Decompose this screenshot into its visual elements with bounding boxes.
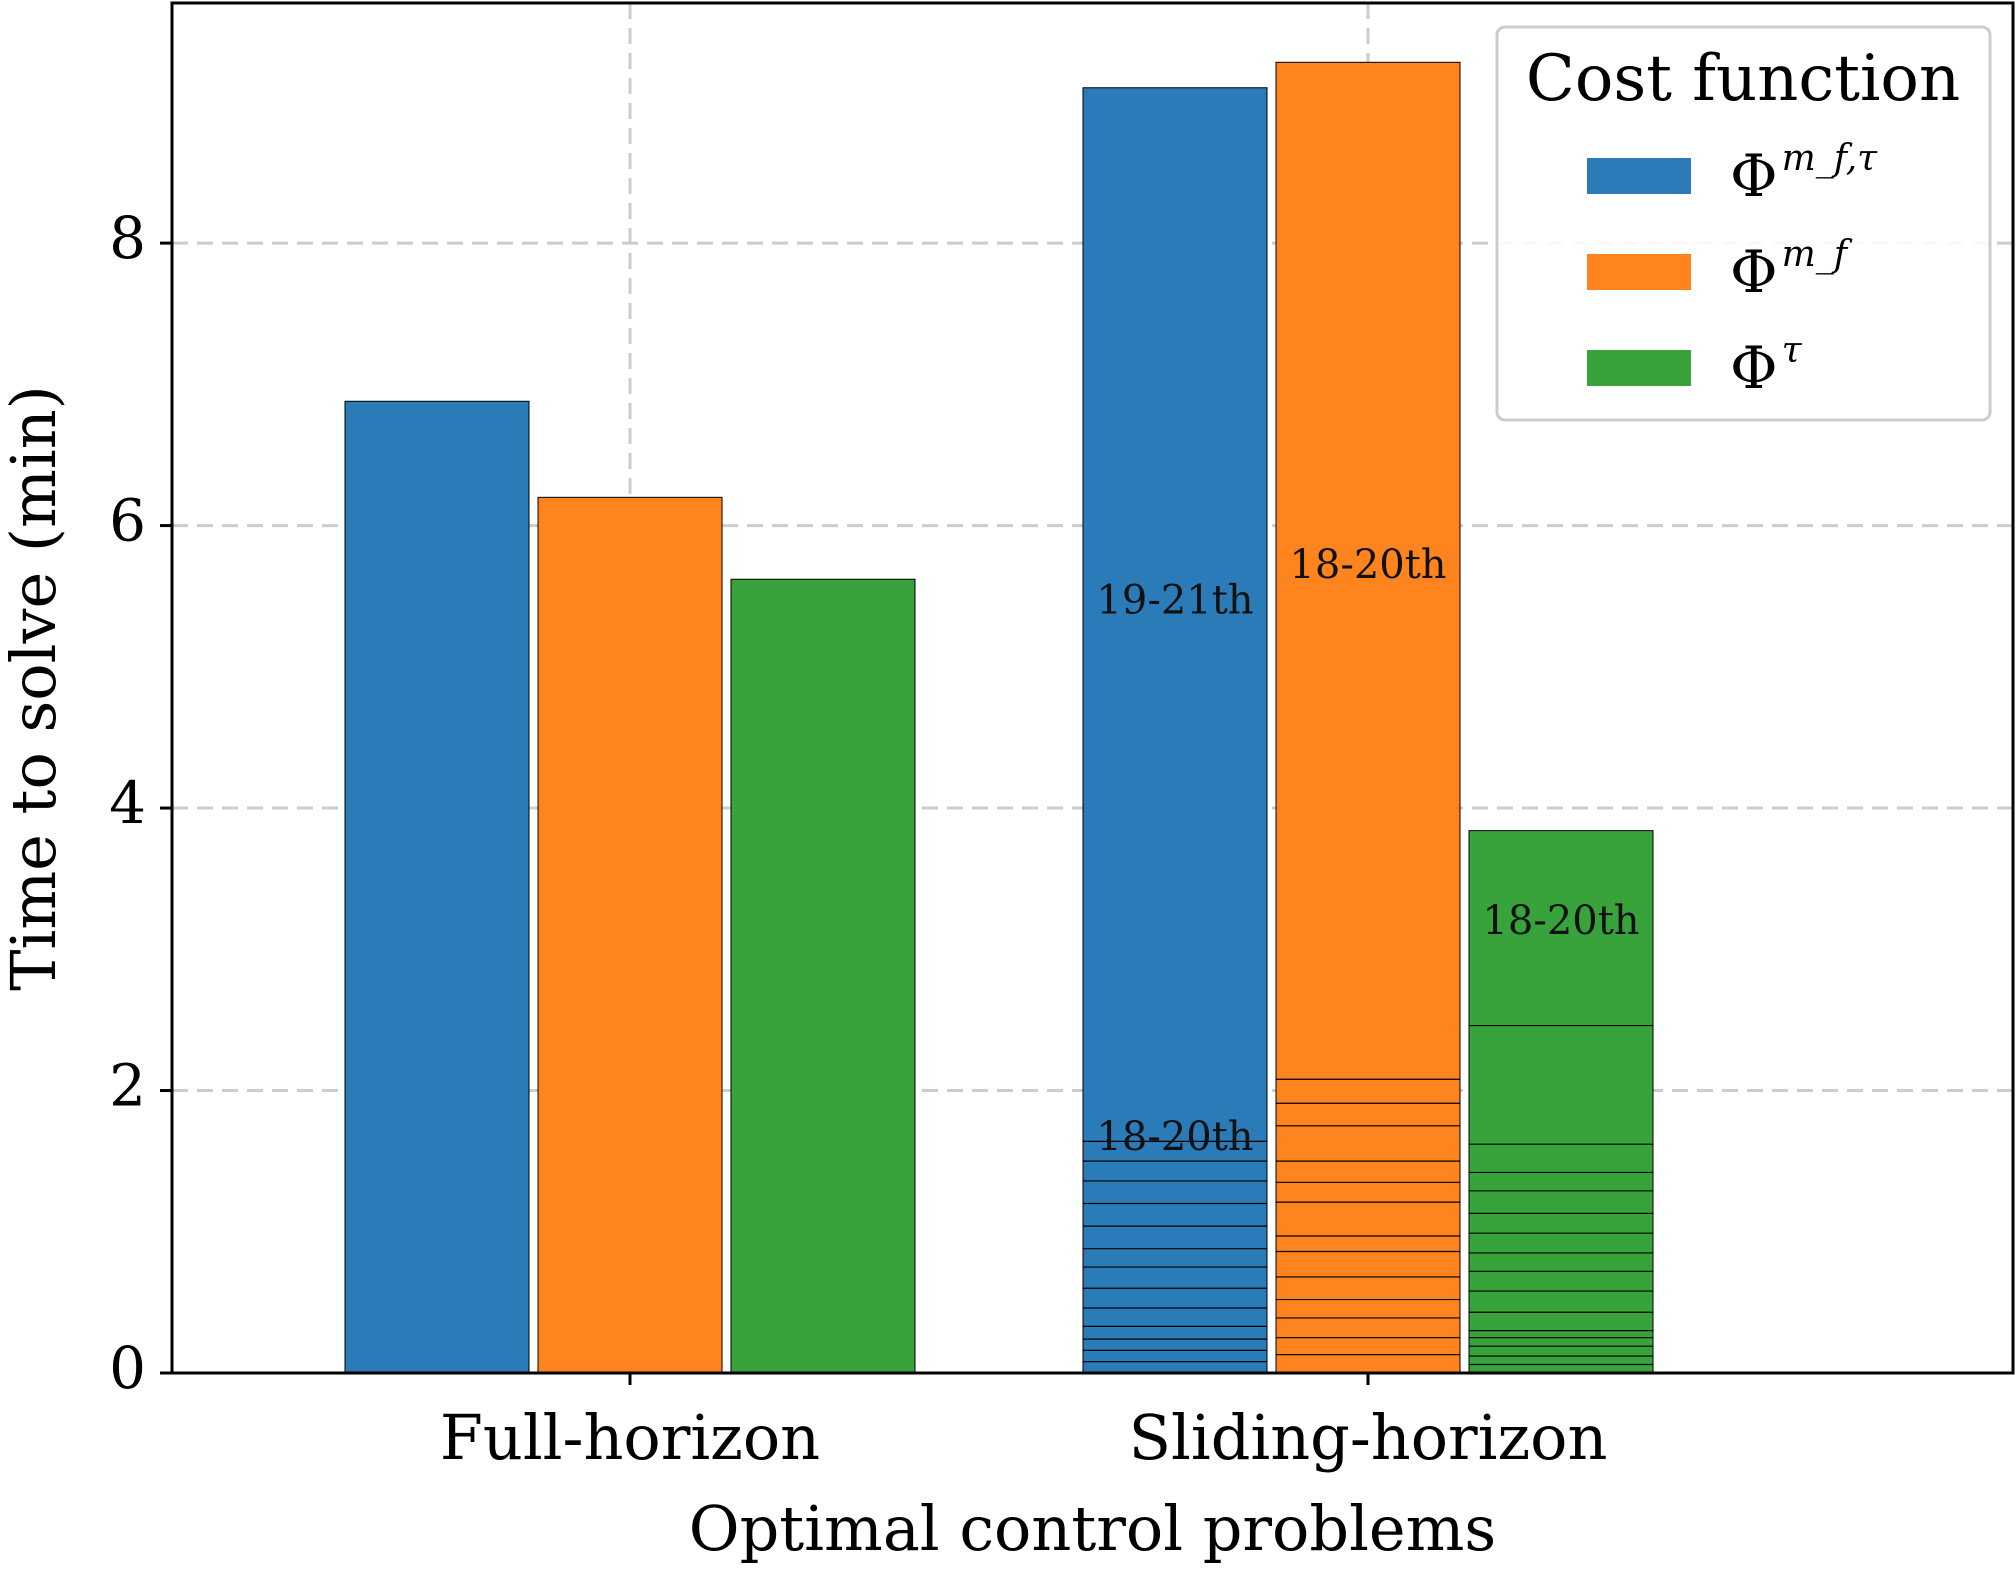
legend-title: Cost function xyxy=(1526,42,1960,116)
y-tick-label: 6 xyxy=(109,487,146,555)
legend-swatch xyxy=(1587,350,1691,386)
y-tick-label: 2 xyxy=(109,1052,146,1120)
stack-segment-lines xyxy=(1083,1024,1653,1366)
bar-sliding-horizon-series-0 xyxy=(1082,87,1268,1374)
segment-annotation: 18-20th xyxy=(1289,542,1446,588)
legend-box xyxy=(1495,25,1992,422)
x-axis-label: Optimal control problems xyxy=(689,1492,1496,1565)
legend-swatch xyxy=(1587,254,1691,290)
bar-sliding-horizon-series-1 xyxy=(1275,61,1461,1374)
x-tick-label: Sliding-horizon xyxy=(1129,1401,1608,1474)
plot-frame xyxy=(170,1,2015,1375)
axis-ticks: 0 2 4 6 8 Full-horizon Sliding-horizon xyxy=(109,204,1607,1474)
x-tick-label: Full-horizon xyxy=(440,1401,820,1474)
bar-full-horizon-series-2 xyxy=(730,578,916,1374)
segment-annotations: 18-20th 19-21th 18-20th 18-20th xyxy=(1096,542,1639,1160)
bar-full-horizon-series-0 xyxy=(344,400,530,1374)
bars xyxy=(344,61,1654,1374)
y-tick-label: 4 xyxy=(109,769,146,837)
bar-sliding-horizon-series-2 xyxy=(1468,830,1654,1374)
segment-annotation: 19-21th xyxy=(1096,577,1253,623)
bar-full-horizon-series-1 xyxy=(537,496,723,1374)
y-axis-label: Time to solve (min) xyxy=(0,385,70,991)
y-tick-label: 0 xyxy=(109,1334,146,1402)
segment-annotation: 18-20th xyxy=(1096,1114,1253,1160)
y-tick-label: 8 xyxy=(109,204,146,272)
legend-swatch xyxy=(1587,158,1691,194)
segment-annotation: 18-20th xyxy=(1482,898,1639,944)
